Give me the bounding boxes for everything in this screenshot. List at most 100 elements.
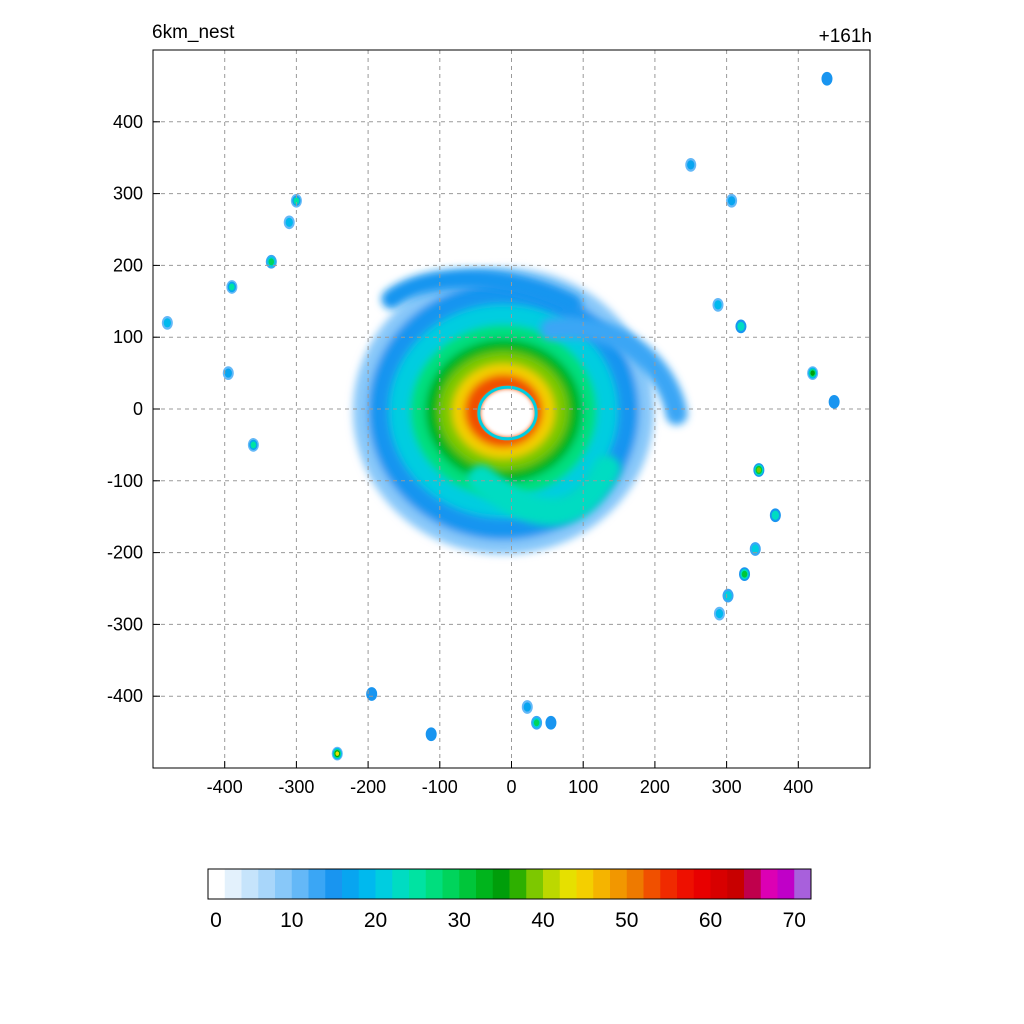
field-layer — [161, 71, 840, 761]
colorbar-tick-label: 40 — [531, 909, 554, 932]
colorbar-swatch — [241, 869, 259, 899]
x-tick-label: -400 — [207, 777, 243, 797]
cell-17-level-2 — [741, 570, 748, 578]
colorbar-swatch — [760, 869, 778, 899]
cell-20-level-0 — [366, 687, 378, 701]
colorbar-tick-label: 30 — [448, 909, 471, 932]
cell-18-level-1 — [724, 591, 732, 601]
colorbar-swatch — [476, 869, 494, 899]
x-tick-label: 400 — [783, 777, 813, 797]
y-tick-label: 400 — [113, 112, 143, 132]
cell-9-level-2 — [250, 441, 257, 449]
colorbar-swatch — [660, 869, 678, 899]
y-tick-label: 300 — [113, 184, 143, 204]
y-tick-label: 200 — [113, 255, 143, 275]
cell-10-level-1 — [714, 300, 722, 310]
rainbands — [381, 268, 688, 526]
cell-16-level-1 — [751, 544, 759, 554]
x-tick-label: 0 — [506, 777, 516, 797]
x-tick-label: 100 — [568, 777, 598, 797]
colorbar-swatch — [777, 869, 795, 899]
x-tick-label: 300 — [712, 777, 742, 797]
colorbar-swatch — [794, 869, 812, 899]
colorbar-swatch — [224, 869, 242, 899]
colorbar-swatch — [459, 869, 477, 899]
colorbar-tick-label: 10 — [280, 909, 303, 932]
cell-5-level-2 — [268, 258, 275, 266]
colorbar-swatch — [576, 869, 594, 899]
colorbar-tick-label: 60 — [699, 909, 722, 932]
colorbar-swatch — [275, 869, 293, 899]
colorbar-frame — [207, 868, 812, 900]
cell-6-level-2 — [229, 283, 235, 291]
cell-2-level-1 — [727, 196, 736, 206]
colorbar-swatch — [442, 869, 460, 899]
cell-22-level-1 — [523, 702, 531, 712]
rainband-2 — [381, 268, 582, 314]
colorbar-swatch — [643, 869, 661, 899]
cell-24-level-0 — [545, 715, 557, 730]
colorbar-swatch — [492, 869, 510, 899]
colorbar-swatch — [291, 869, 309, 899]
cell-15-level-1 — [771, 510, 780, 520]
colorbar-swatch — [375, 869, 393, 899]
cell-7-level-1 — [163, 318, 172, 328]
colorbar-swatch — [509, 869, 527, 899]
x-tick-label: -200 — [350, 777, 386, 797]
x-tick-label: -100 — [422, 777, 458, 797]
y-tick-label: 100 — [113, 327, 143, 347]
cell-25-level-4 — [335, 751, 340, 756]
colorbar-swatch — [308, 869, 326, 899]
forecast-time-label: +161h — [818, 26, 872, 47]
colorbar-tick-label: 0 — [210, 909, 222, 932]
y-tick-label: -400 — [107, 686, 143, 706]
colorbar-swatch — [727, 869, 745, 899]
colorbar-swatch — [677, 869, 695, 899]
x-axis-ticks: -400 -300 -200 -100 0 100 200 300 400 — [207, 761, 813, 797]
colorbar-tick-label: 50 — [615, 909, 638, 932]
colorbar-swatch — [325, 869, 343, 899]
colorbar-swatch — [409, 869, 427, 899]
cell-3-level-2 — [293, 197, 300, 205]
colorbar-tick-label: 20 — [364, 909, 387, 932]
x-tick-label: -300 — [278, 777, 314, 797]
cell-11-level-1 — [737, 321, 745, 332]
cell-13-level-0 — [828, 394, 840, 409]
cell-4-level-1 — [285, 217, 293, 227]
convective-cells — [161, 71, 840, 761]
colorbar-swatch — [610, 869, 628, 899]
colorbar-swatch — [710, 869, 728, 899]
colorbar-swatch — [744, 869, 762, 899]
y-tick-label: -300 — [107, 614, 143, 634]
x-tick-label: 200 — [640, 777, 670, 797]
y-tick-label: -200 — [107, 543, 143, 563]
cell-0-level-0 — [821, 71, 833, 86]
colorbar-swatch — [342, 869, 360, 899]
colorbar-tick-label: 70 — [783, 909, 806, 932]
colorbar-swatch — [543, 869, 561, 899]
colorbar-swatch — [258, 869, 276, 899]
panel-title: 6km_nest — [152, 22, 235, 43]
colorbar-swatch — [425, 869, 443, 899]
cell-1-level-1 — [687, 160, 695, 170]
colorbar-swatch — [526, 869, 544, 899]
y-tick-label: -100 — [107, 471, 143, 491]
colorbar-swatch — [392, 869, 410, 899]
rainband-1 — [467, 455, 621, 526]
rainband-0 — [540, 316, 688, 425]
cell-19-level-1 — [715, 609, 724, 619]
colorbar-swatch — [358, 869, 376, 899]
cell-23-level-2 — [533, 719, 540, 727]
y-tick-label: 0 — [133, 399, 143, 419]
y-axis-ticks: -400 -300 -200 -100 0 100 200 300 400 — [107, 112, 160, 706]
eye-wall-contour — [477, 385, 538, 441]
colorbar-swatch — [208, 869, 226, 899]
cell-12-level-3 — [810, 370, 815, 376]
cell-8-level-1 — [224, 368, 232, 378]
colorbar-swatch — [626, 869, 644, 899]
colorbar-swatch — [593, 869, 611, 899]
cell-14-level-3 — [756, 467, 762, 473]
colorbar: 0 10 20 30 40 50 60 70 — [207, 868, 812, 932]
cell-21-level-0 — [425, 727, 437, 742]
